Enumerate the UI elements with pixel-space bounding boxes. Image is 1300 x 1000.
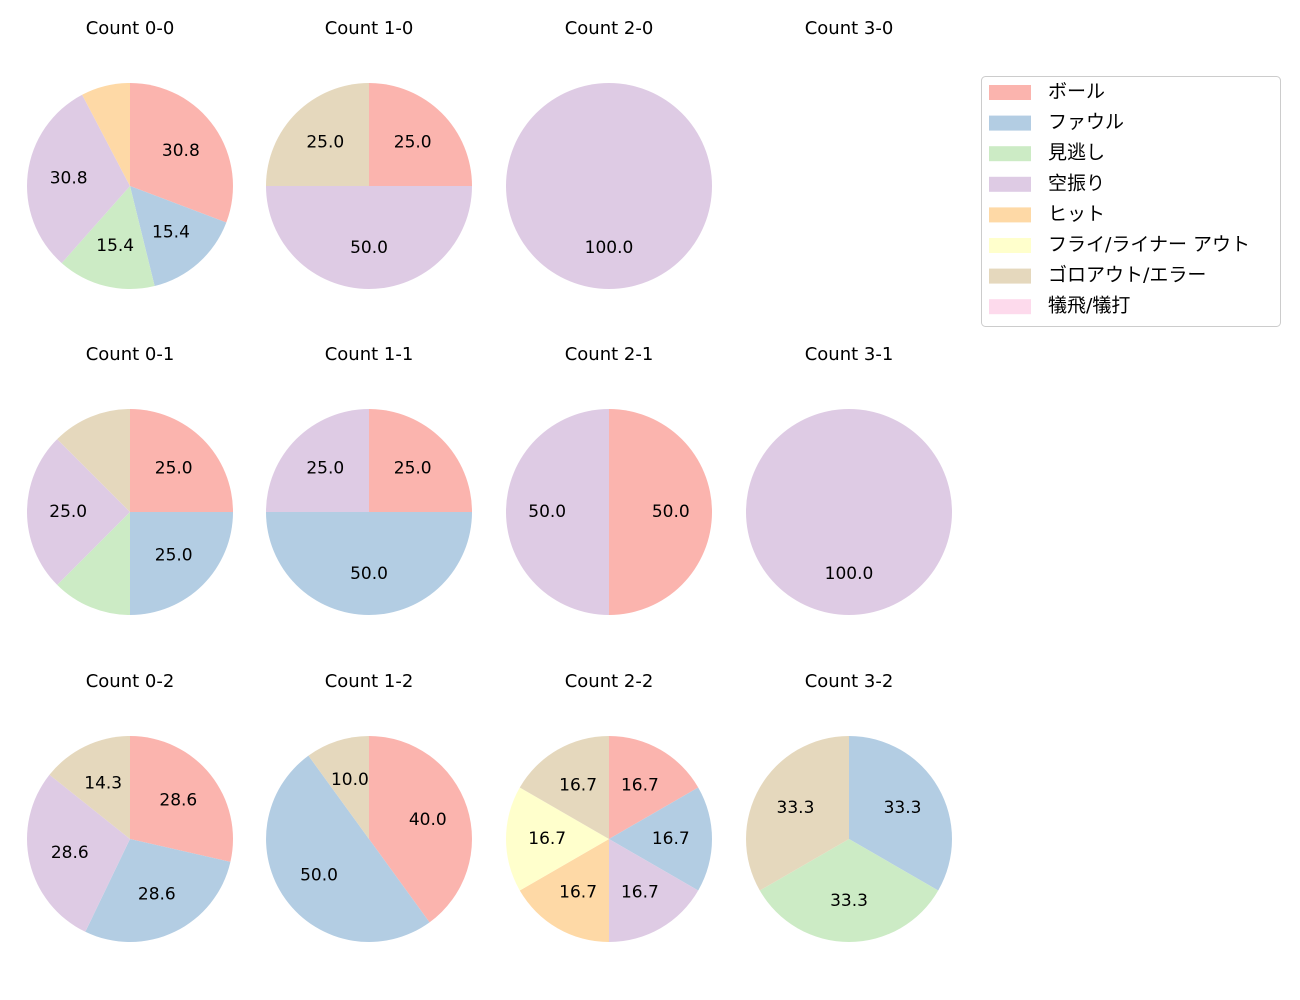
- value-label: 50.0: [350, 564, 388, 584]
- pie-slice: [82, 83, 130, 186]
- value-label: 33.3: [884, 798, 922, 818]
- chart-title: Count 1-0: [325, 18, 414, 39]
- pie-slice: [61, 186, 155, 290]
- legend-swatch: [989, 176, 1031, 192]
- value-label: 25.0: [394, 458, 432, 478]
- legend-swatch: [989, 268, 1031, 284]
- pie-slice: [49, 736, 130, 839]
- legend-swatch: [989, 115, 1031, 131]
- pie-slice: [746, 409, 952, 615]
- pie-slice: [609, 736, 699, 839]
- pie-slice: [609, 839, 699, 942]
- pie-slice: [609, 787, 712, 891]
- value-label: 25.0: [155, 546, 193, 566]
- chart-title: Count 3-1: [805, 344, 894, 365]
- value-label: 50.0: [300, 865, 338, 885]
- pie-slice: [308, 736, 369, 839]
- pie-slice: [745, 736, 849, 891]
- value-label: 50.0: [652, 502, 690, 522]
- value-label: 33.3: [830, 891, 868, 911]
- chart-title: Count 1-2: [325, 671, 414, 692]
- pie-slice: [506, 787, 609, 891]
- pie-slice: [27, 439, 130, 585]
- legend-label: フライ/ライナー アウト: [1048, 234, 1250, 256]
- pie-slice: [369, 736, 472, 923]
- value-label: 16.7: [621, 883, 659, 903]
- legend-label: ヒット: [1048, 203, 1105, 225]
- value-label: 28.6: [159, 790, 197, 810]
- legend-label: 見逃し: [1048, 142, 1105, 164]
- pie-slice: [759, 839, 939, 942]
- legend-box: [981, 76, 1281, 327]
- pie-slice: [130, 83, 233, 223]
- pie-slice: [130, 186, 227, 287]
- value-label: 28.6: [51, 843, 89, 863]
- pie-slice: [130, 736, 233, 862]
- chart-title: Count 3-0: [805, 18, 894, 39]
- value-label: 15.4: [96, 236, 134, 256]
- pie-slice: [266, 409, 369, 512]
- value-label: 16.7: [559, 883, 597, 903]
- value-label: 14.3: [84, 773, 122, 793]
- value-label: 25.0: [306, 458, 344, 478]
- value-label: 30.8: [50, 169, 88, 189]
- value-label: 50.0: [350, 238, 388, 258]
- pie-slice: [506, 83, 712, 289]
- legend-label: 空振り: [1048, 172, 1105, 194]
- legend-swatch: [989, 85, 1031, 100]
- pie-slice: [519, 736, 609, 839]
- pie-slice: [130, 512, 233, 615]
- legend-label: 犠飛/犠打: [1048, 295, 1130, 317]
- legend-swatch: [989, 207, 1031, 223]
- chart-title: Count 0-0: [86, 18, 175, 39]
- pie-slice: [26, 774, 130, 932]
- pie-slice: [266, 186, 472, 289]
- pie-slice: [519, 839, 609, 942]
- value-label: 25.0: [49, 502, 87, 522]
- value-label: 25.0: [155, 458, 193, 478]
- pie-slice: [57, 512, 131, 615]
- value-label: 25.0: [306, 132, 344, 152]
- value-label: 16.7: [621, 775, 659, 795]
- pie-slice: [266, 83, 369, 186]
- value-label: 100.0: [825, 564, 874, 584]
- pie-slice: [26, 94, 130, 264]
- value-label: 40.0: [409, 810, 447, 830]
- value-label: 15.4: [152, 222, 190, 242]
- legend-label: ファウル: [1048, 111, 1124, 133]
- pie-slice: [506, 409, 609, 615]
- legend-label: ゴロアウト/エラー: [1048, 264, 1206, 286]
- value-label: 33.3: [777, 798, 815, 818]
- pie-slice: [57, 409, 131, 512]
- pie-slice: [369, 409, 472, 512]
- chart-title: Count 2-1: [565, 344, 654, 365]
- chart-title: Count 2-0: [565, 18, 654, 39]
- value-label: 25.0: [394, 132, 432, 152]
- chart-title: Count 2-2: [565, 671, 654, 692]
- pie-slice: [609, 409, 712, 615]
- chart-title: Count 0-2: [86, 671, 175, 692]
- pie-slice: [266, 755, 430, 942]
- value-label: 100.0: [585, 238, 634, 258]
- value-label: 50.0: [528, 502, 566, 522]
- chart-title: Count 1-1: [325, 344, 414, 365]
- pie-slice: [130, 409, 233, 512]
- value-label: 10.0: [331, 770, 369, 790]
- value-label: 16.7: [652, 829, 690, 849]
- value-label: 16.7: [528, 829, 566, 849]
- legend-swatch: [989, 238, 1031, 253]
- legend-swatch: [989, 146, 1031, 162]
- legend-swatch: [989, 299, 1031, 315]
- chart-title: Count 0-1: [86, 344, 175, 365]
- pie-slice: [266, 512, 472, 615]
- pie-slice: [369, 83, 472, 186]
- chart-title: Count 3-2: [805, 671, 894, 692]
- pie-slice: [849, 736, 952, 891]
- value-label: 28.6: [138, 885, 176, 905]
- value-label: 16.7: [559, 775, 597, 795]
- value-label: 30.8: [162, 141, 200, 161]
- pie-slice: [85, 839, 231, 943]
- legend-label: ボール: [1048, 81, 1105, 103]
